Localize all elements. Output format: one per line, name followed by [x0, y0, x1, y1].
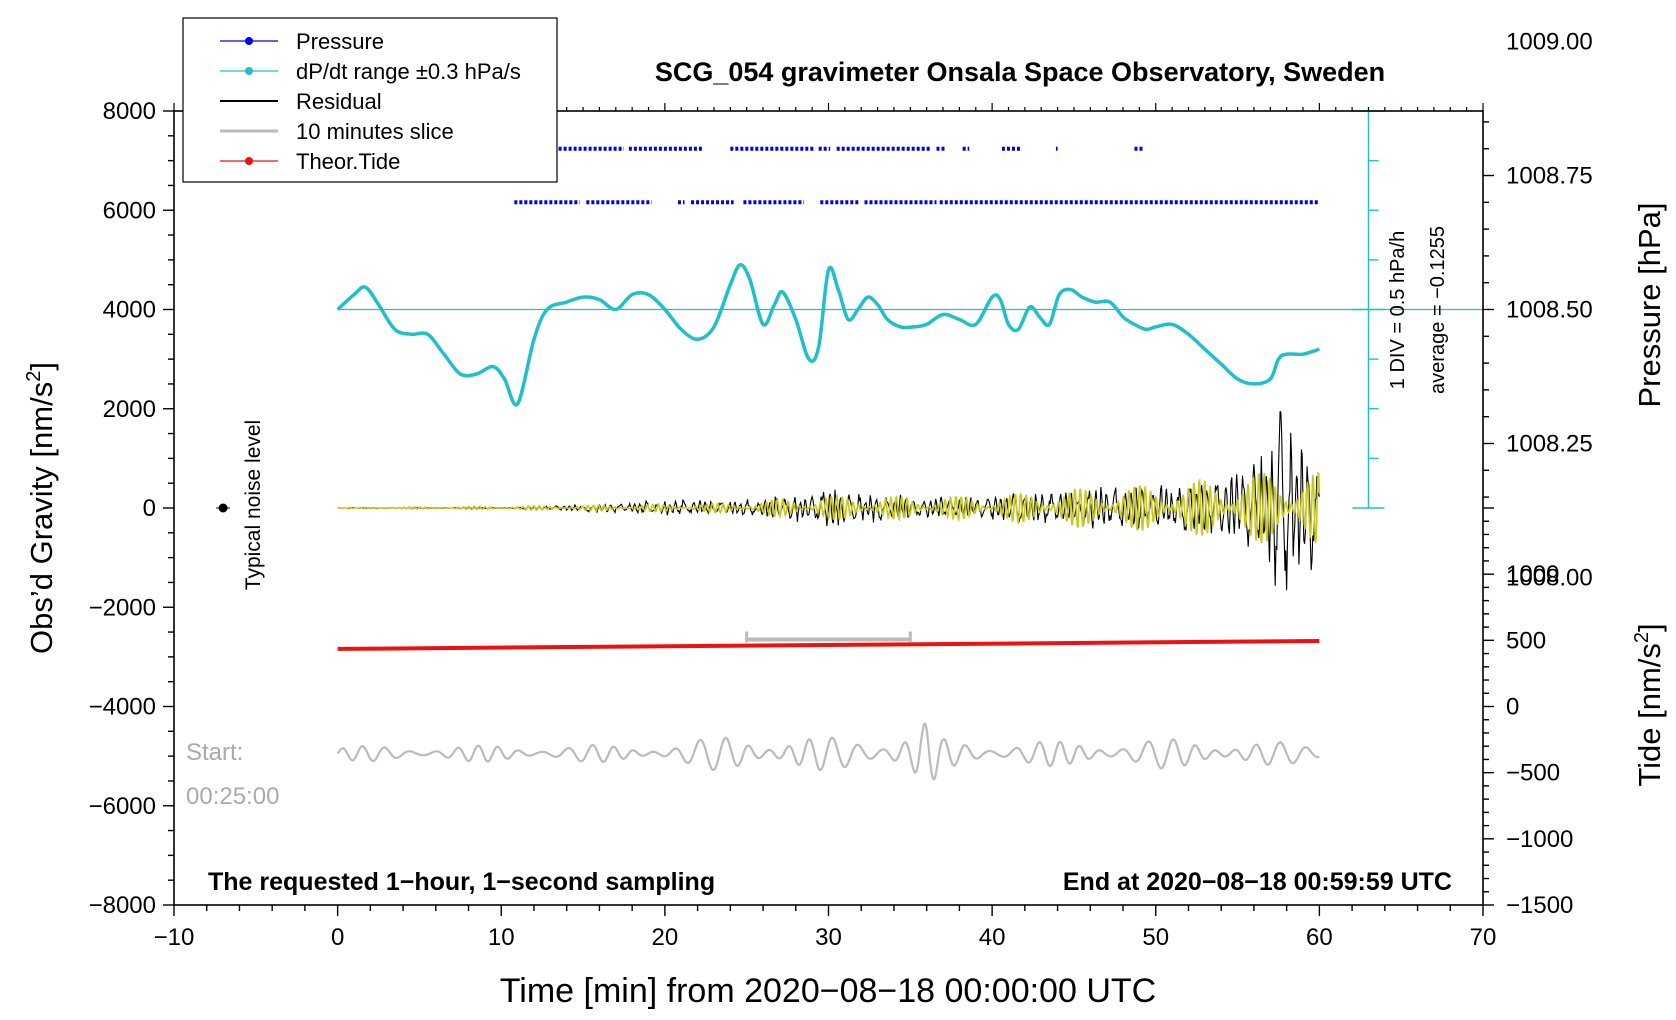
y-tick-label: −6000: [89, 793, 156, 820]
x-axis-label: Time [min] from 2020−08−18 00:00:00 UTC: [500, 972, 1156, 1010]
noise-level-label: Typical noise level: [242, 420, 265, 590]
y-tick-label: 0: [143, 495, 156, 522]
plot-frame: [173, 110, 1484, 906]
residual-trace: [337, 410, 1320, 591]
dpdt-curve: [336, 263, 1320, 407]
y-tick-label: −8000: [89, 892, 156, 919]
chart-title: SCG_054 gravimeter Onsala Space Observat…: [655, 57, 1385, 87]
pressure-tick-label: 1008.00: [1506, 564, 1593, 591]
x-tick-label: 30: [815, 924, 842, 951]
legend-entry-dpdt: dP/dt range ±0.3 hPa/s: [220, 59, 521, 84]
bottom-right-note: End at 2020−08−18 00:59:59 UTC: [1063, 868, 1452, 896]
y-axis-label-gravity-end: ]: [24, 362, 59, 371]
y-tick-label: 8000: [103, 98, 156, 125]
legend-entry-tide: Theor.Tide: [220, 149, 400, 174]
dpdt-average-label: average = −0.1255: [1427, 226, 1449, 394]
legend-label-residual: Residual: [296, 89, 382, 114]
x-tick-label: 0: [331, 924, 344, 951]
y-axis-label-tide-sup: 2: [1631, 632, 1653, 643]
filtered-trace: [337, 471, 1321, 544]
x-tick-label: 10: [488, 924, 515, 951]
bottom-left-note: The requested 1−hour, 1−second sampling: [208, 868, 715, 896]
y-tick-label: 6000: [103, 197, 156, 224]
noise-level-point: [218, 503, 228, 513]
x-tick-label: 20: [652, 924, 679, 951]
tide-tick-label: −500: [1506, 760, 1560, 787]
y-tick-label: 2000: [103, 396, 156, 423]
dpdt-scale-label: 1 DIV = 0.5 hPa/h: [1387, 231, 1409, 389]
tide-tick-label: 500: [1506, 627, 1546, 654]
y-axis-label-pressure: Pressure [hPa]: [1632, 202, 1667, 407]
y-tick-label: −4000: [89, 694, 156, 721]
legend-label-dpdt: dP/dt range ±0.3 hPa/s: [296, 59, 521, 84]
tide-line: [337, 638, 1320, 651]
tide-tick-label: 0: [1506, 694, 1519, 721]
legend-marker-pressure: [245, 37, 253, 45]
y-axis-label-gravity-main: Obs’d Gravity [nm/s: [24, 382, 59, 654]
x-tick-label: 60: [1306, 924, 1333, 951]
pressure-tick-label: 1008.50: [1506, 297, 1593, 324]
legend-entry-pressure: Pressure: [220, 29, 384, 54]
pressure-tick-label: 1008.25: [1506, 430, 1593, 457]
tide-tick-label: 1000: [1506, 561, 1559, 588]
x-tick-label: 40: [979, 924, 1006, 951]
legend-entry-slice: 10 minutes slice: [220, 119, 454, 144]
legend-entry-residual: Residual: [220, 89, 382, 114]
legend-label-tide: Theor.Tide: [296, 149, 400, 174]
legend-label-pressure: Pressure: [296, 29, 384, 54]
legend-marker-tide: [245, 157, 253, 165]
y-axis-label-tide-end: ]: [1632, 623, 1667, 632]
y-tick-label: −2000: [89, 594, 156, 621]
x-tick-label: −10: [154, 924, 195, 951]
data-layer: [216, 110, 1483, 781]
y-axis-label-gravity: Obs’d Gravity [nm/s2]: [23, 362, 59, 654]
tide-tick-label: −1000: [1506, 826, 1573, 853]
x-tick-label: 50: [1142, 924, 1169, 951]
pressure-tick-label: 1008.75: [1506, 163, 1593, 190]
y-tick-label: 4000: [103, 297, 156, 324]
pressure-tick-label: 1009.00: [1506, 29, 1593, 56]
y-axis-label-gravity-sup: 2: [23, 371, 45, 382]
legend: Pressure dP/dt range ±0.3 hPa/s Residual…: [182, 17, 558, 183]
x-tick-label: 70: [1470, 924, 1497, 951]
start-label: Start:: [186, 739, 243, 766]
y-axis-label-tide: Tide [nm/s2]: [1631, 623, 1667, 786]
tide-tick-label: −1500: [1506, 892, 1573, 919]
y-axis-label-tide-main: Tide [nm/s: [1632, 643, 1667, 787]
legend-marker-dpdt: [245, 67, 253, 75]
slice-trace: [336, 722, 1320, 781]
legend-label-slice: 10 minutes slice: [296, 119, 454, 144]
start-time-label: 00:25:00: [186, 783, 279, 810]
